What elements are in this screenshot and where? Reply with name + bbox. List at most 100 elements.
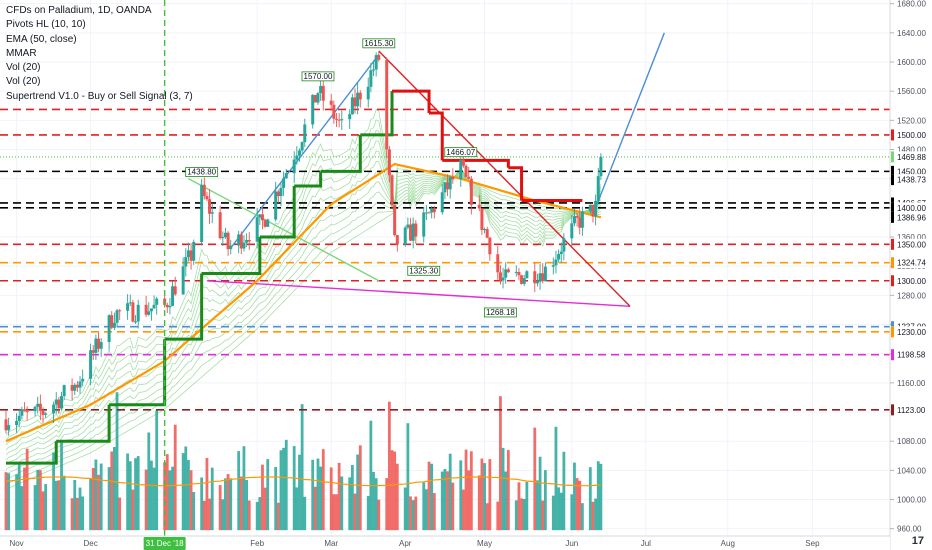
candle-body[interactable] [575, 216, 579, 218]
candle-body[interactable] [20, 409, 24, 416]
candle-body[interactable] [414, 223, 418, 237]
candle-body[interactable] [340, 119, 344, 121]
candle-body[interactable] [535, 281, 539, 284]
legend-indicator-vol-2[interactable]: Vol (20) [6, 76, 41, 88]
candle-body[interactable] [311, 94, 315, 125]
candle-body[interactable] [134, 321, 138, 323]
candle-body[interactable] [208, 199, 212, 214]
candle-body[interactable] [226, 232, 230, 250]
candle-body[interactable] [395, 235, 399, 245]
candle-body[interactable] [578, 217, 582, 228]
candle-body[interactable] [485, 229, 489, 238]
candle-body[interactable] [356, 92, 360, 107]
candle-body[interactable] [155, 298, 159, 305]
candle-body[interactable] [242, 242, 246, 249]
candle-body[interactable] [144, 304, 148, 315]
pivot-callout-box[interactable] [185, 167, 219, 177]
candle-body[interactable] [284, 173, 288, 179]
candle-body[interactable] [596, 176, 600, 202]
candle-body[interactable] [81, 378, 85, 382]
candle-body[interactable] [136, 304, 140, 322]
candle-body[interactable] [91, 350, 95, 353]
candle-body[interactable] [329, 100, 333, 105]
candle-body[interactable] [221, 237, 225, 239]
candle-body[interactable] [38, 403, 42, 411]
pivot-callout-box[interactable] [484, 307, 517, 318]
candle-body[interactable] [385, 59, 389, 150]
price-tag-label[interactable]: 1438.73 [897, 176, 926, 185]
candle-body[interactable] [97, 338, 101, 349]
candle-body[interactable] [366, 86, 370, 100]
pivot-callout-box[interactable] [301, 71, 335, 82]
legend-indicator-supertrend[interactable]: Supertrend V1.0 - Buy or Sell Signal (3,… [6, 90, 193, 102]
candle-body[interactable] [319, 85, 323, 94]
candle-body[interactable] [15, 420, 19, 426]
candle-body[interactable] [189, 250, 193, 261]
candle-body[interactable] [200, 184, 204, 242]
candle-body[interactable] [496, 254, 500, 273]
candle-body[interactable] [107, 315, 111, 343]
candle-body[interactable] [390, 175, 394, 206]
candle-body[interactable] [303, 124, 307, 143]
price-tag-label[interactable]: 1400.00 [897, 204, 926, 213]
candle-body[interactable] [501, 277, 505, 281]
candle-body[interactable] [60, 396, 64, 409]
candle-body[interactable] [480, 208, 484, 231]
candle-body[interactable] [483, 229, 487, 231]
price-tag-label[interactable]: 1469.88 [897, 153, 926, 162]
candle-body[interactable] [297, 150, 301, 156]
candle-body[interactable] [469, 178, 473, 205]
candle-body[interactable] [115, 310, 119, 323]
candle-body[interactable] [229, 245, 233, 250]
candle-body[interactable] [149, 308, 153, 312]
candle-body[interactable] [477, 204, 481, 209]
candle-body[interactable] [62, 385, 66, 397]
candle-body[interactable] [403, 227, 407, 245]
legend-indicator-vol-1[interactable]: Vol (20) [6, 62, 41, 74]
candle-body[interactable] [223, 232, 227, 238]
candle-body[interactable] [255, 217, 259, 242]
legend-indicator-pivots[interactable]: Pivots HL (10, 10) [6, 19, 86, 31]
candle-body[interactable] [276, 191, 280, 197]
candle-body[interactable] [554, 259, 558, 266]
candle-body[interactable] [424, 212, 428, 214]
candle-body[interactable] [263, 220, 267, 227]
candle-body[interactable] [7, 425, 11, 431]
candle-body[interactable] [89, 350, 93, 379]
candle-body[interactable] [409, 224, 413, 241]
candle-body[interactable] [94, 338, 98, 353]
candle-body[interactable] [543, 266, 547, 282]
candle-body[interactable] [295, 155, 299, 160]
candle-body[interactable] [23, 409, 27, 412]
candle-body[interactable] [348, 114, 352, 120]
candle-body[interactable] [126, 303, 130, 311]
price-tag-label[interactable]: 1386.96 [897, 213, 926, 222]
candle-body[interactable] [41, 410, 45, 415]
candle-body[interactable] [467, 176, 471, 179]
candle-body[interactable] [504, 269, 508, 278]
candle-body[interactable] [292, 159, 296, 174]
candle-body[interactable] [369, 70, 373, 87]
candle-body[interactable] [168, 305, 172, 308]
candle-body[interactable] [260, 214, 264, 221]
candle-body[interactable] [443, 182, 447, 193]
candle-body[interactable] [422, 212, 426, 237]
candle-body[interactable] [411, 223, 415, 241]
legend-indicator-ema[interactable]: EMA (50, close) [6, 33, 77, 45]
candle-body[interactable] [266, 219, 270, 227]
candle-body[interactable] [239, 234, 243, 249]
price-tag-label[interactable]: 1198.58 [897, 351, 926, 360]
candle-body[interactable] [448, 176, 452, 190]
trendline[interactable] [594, 32, 665, 209]
candle-body[interactable] [202, 184, 206, 197]
legend-indicator-mmar[interactable]: MMAR [6, 47, 37, 59]
candle-body[interactable] [461, 159, 465, 166]
candle-body[interactable] [33, 406, 37, 412]
candle-body[interactable] [152, 304, 156, 309]
candle-body[interactable] [517, 271, 521, 276]
candle-body[interactable] [171, 286, 175, 306]
candle-body[interactable] [321, 85, 325, 101]
candle-body[interactable] [54, 399, 58, 405]
